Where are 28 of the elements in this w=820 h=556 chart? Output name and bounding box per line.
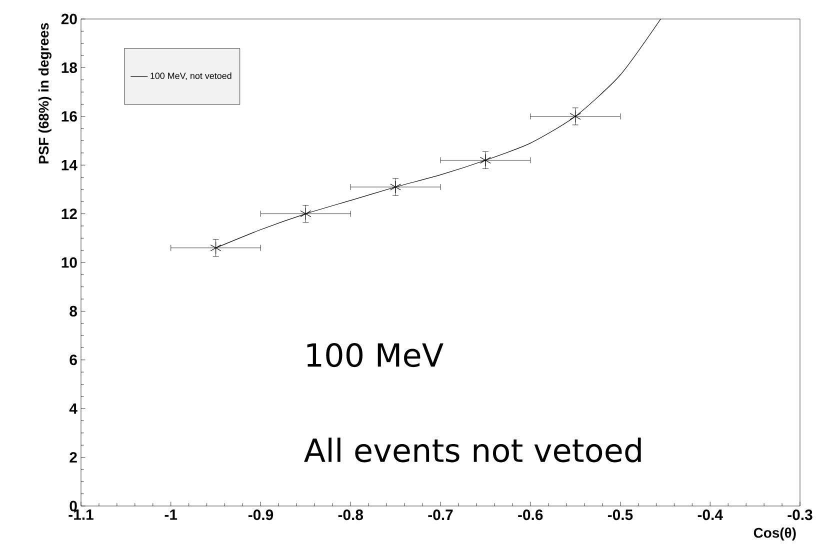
x-tick-label: -0.9 <box>248 510 274 520</box>
y-tick-label: 10 <box>62 257 77 268</box>
y-tick-label: 18 <box>62 62 78 73</box>
legend-label: 100 MeV, not vetoed <box>150 72 232 80</box>
x-tick-label: -0.3 <box>788 510 812 520</box>
x-axis-title: Cos(θ) <box>754 528 796 541</box>
annotation: All events not vetoed <box>304 438 641 462</box>
point <box>570 110 581 123</box>
point <box>210 242 222 254</box>
point <box>390 180 402 194</box>
y-tick-label: 0 <box>70 500 77 512</box>
y-tick-label: 2 <box>70 452 77 463</box>
x-tick-label: -1.1 <box>68 510 94 520</box>
x-tick-label: -0.4 <box>698 510 723 520</box>
x-tick-label: -0.5 <box>608 510 633 520</box>
y-tick-label: 4 <box>69 403 78 414</box>
y-tick-label: 8 <box>70 306 78 316</box>
x-tick-label: -0.8 <box>338 510 364 520</box>
y-tick-label: 16 <box>62 111 77 122</box>
annotation: 100 MeV <box>307 342 444 368</box>
x-tick-label: -0.7 <box>428 510 453 520</box>
y-tick-label: 14 <box>62 160 78 170</box>
y-tick-label: 12 <box>62 208 77 220</box>
y-axis-title: PSF (68%) in degrees <box>38 23 52 164</box>
y-tick-label: 6 <box>70 354 77 366</box>
x-tick-label: -0.6 <box>518 510 543 520</box>
x-tick-label: -1 <box>164 510 178 520</box>
y-tick-label: 20 <box>61 14 77 24</box>
